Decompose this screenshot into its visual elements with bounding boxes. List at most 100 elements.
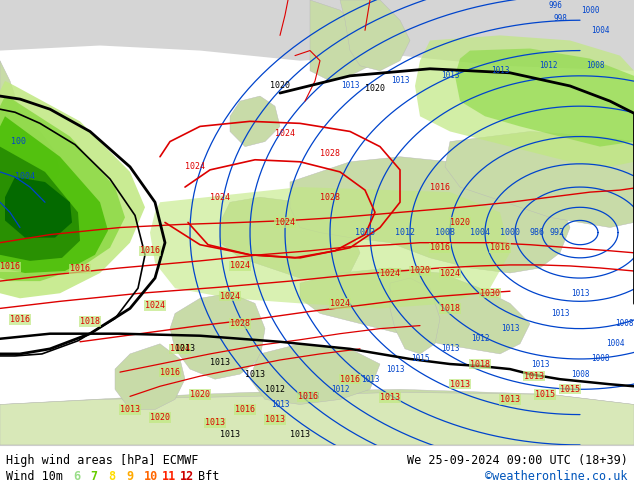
Text: 1013: 1013 [265,415,285,424]
Text: 1028: 1028 [320,149,340,158]
Text: High wind areas [hPa] ECMWF: High wind areas [hPa] ECMWF [6,454,198,467]
Text: 1008: 1008 [586,61,604,70]
Text: 1013: 1013 [500,395,520,404]
Text: 1013: 1013 [245,369,265,379]
Text: 1024: 1024 [330,299,350,308]
Polygon shape [250,344,380,404]
Text: 1016: 1016 [0,263,20,271]
Text: 1013: 1013 [501,324,519,333]
Text: 9: 9 [126,470,133,483]
Text: 1016: 1016 [340,375,360,384]
Text: 1020: 1020 [190,390,210,399]
Text: 1004: 1004 [605,339,624,348]
Text: 1015: 1015 [411,354,429,364]
Polygon shape [170,293,265,379]
Text: 100: 100 [11,137,25,146]
Text: 986: 986 [529,228,545,237]
Polygon shape [0,147,80,261]
Text: 1013: 1013 [571,289,589,298]
Polygon shape [310,0,380,81]
Text: 1018: 1018 [80,317,100,326]
Text: 1013: 1013 [524,371,544,381]
Text: 1012: 1012 [265,385,285,394]
Text: 1008: 1008 [615,319,633,328]
Polygon shape [0,96,125,281]
Text: 1013: 1013 [120,405,140,414]
Text: 1020: 1020 [365,84,385,94]
Text: 1013: 1013 [355,228,375,237]
Text: 1013: 1013 [271,400,289,409]
Text: 1012: 1012 [471,334,489,343]
Polygon shape [0,116,108,273]
Text: 1012: 1012 [539,61,557,70]
Text: 1013: 1013 [450,380,470,389]
Polygon shape [0,81,145,298]
Text: 1024: 1024 [220,292,240,301]
Text: 1016: 1016 [298,392,318,401]
Polygon shape [390,278,440,354]
Text: 1024: 1024 [380,269,400,277]
Polygon shape [220,197,360,283]
Text: 1013: 1013 [290,430,310,440]
Polygon shape [0,392,634,445]
Text: 1024: 1024 [185,162,205,171]
Polygon shape [5,177,72,238]
Text: Bft: Bft [198,470,220,483]
Polygon shape [0,0,634,71]
Polygon shape [290,157,570,273]
Text: 1024: 1024 [210,193,230,202]
Text: 1013: 1013 [220,430,240,440]
Polygon shape [230,96,280,147]
Polygon shape [340,0,410,71]
Text: 1000: 1000 [500,228,520,237]
Text: 1013: 1013 [531,360,549,368]
Text: 1013: 1013 [340,81,359,91]
Text: 1013: 1013 [210,358,230,367]
Polygon shape [300,268,530,354]
Polygon shape [455,49,634,147]
Text: 1024: 1024 [170,344,190,353]
Polygon shape [115,344,185,410]
Text: 1000: 1000 [581,5,599,15]
Text: 1008: 1008 [435,228,455,237]
Text: 1020: 1020 [450,218,470,227]
Text: 1024: 1024 [145,301,165,310]
Text: Wind 10m: Wind 10m [6,470,63,483]
Text: 1016: 1016 [70,265,90,273]
Text: ©weatheronline.co.uk: ©weatheronline.co.uk [485,470,628,483]
Text: 1016: 1016 [140,246,160,255]
Text: 1016: 1016 [430,243,450,252]
Text: 1013: 1013 [205,418,225,427]
Text: 1016: 1016 [490,243,510,252]
Text: 1012: 1012 [395,228,415,237]
Polygon shape [0,61,60,202]
Text: 1013: 1013 [380,393,400,402]
Text: 1028: 1028 [230,319,250,328]
Text: 1013: 1013 [441,72,459,80]
Text: 1024: 1024 [275,129,295,138]
Text: 7: 7 [91,470,98,483]
Text: 1015: 1015 [560,385,580,394]
Text: 996: 996 [548,0,562,10]
Polygon shape [0,389,634,445]
Text: 1028: 1028 [320,193,340,202]
Text: 1012: 1012 [331,385,349,394]
Text: 11: 11 [162,470,176,483]
Polygon shape [445,131,634,227]
Text: 1013: 1013 [551,309,569,318]
Polygon shape [150,187,510,308]
Text: 992: 992 [550,228,564,237]
Text: 1020: 1020 [270,81,290,91]
Polygon shape [415,35,634,167]
Text: 1013: 1013 [175,344,195,353]
Text: 1016: 1016 [160,368,180,377]
Text: 1013: 1013 [441,344,459,353]
Text: 1004: 1004 [470,228,490,237]
Text: 6: 6 [73,470,80,483]
Text: 1024: 1024 [440,269,460,277]
Text: 1013: 1013 [301,392,320,401]
Text: 998: 998 [553,14,567,23]
Text: 10: 10 [144,470,158,483]
Text: 1008: 1008 [571,369,589,379]
Text: 1013: 1013 [391,76,410,85]
